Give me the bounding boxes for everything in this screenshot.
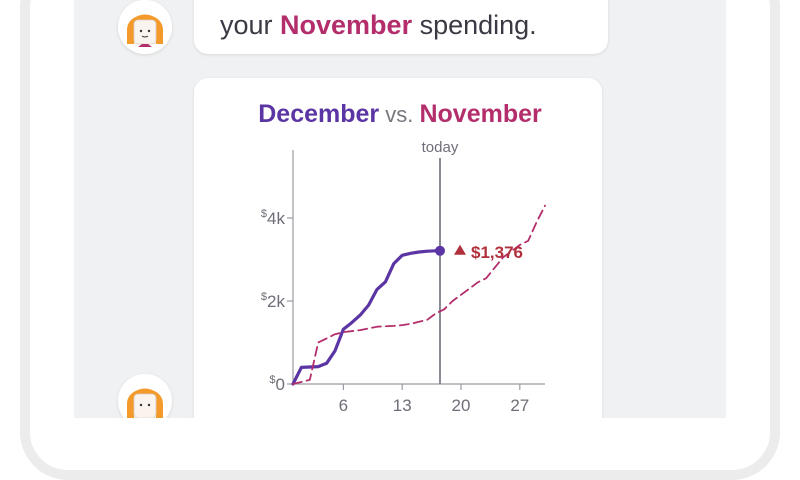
- delta-label: $1,376: [471, 243, 523, 262]
- chat-screen: your November spending.: [74, 0, 726, 418]
- chart-title: December vs. November: [0, 100, 800, 129]
- y-tick-label: $0: [269, 374, 285, 394]
- y-tick-value: 0: [276, 375, 285, 394]
- y-tick-value: 2k: [267, 292, 285, 311]
- message-text: your November spending.: [220, 10, 537, 41]
- november-series-line: [292, 204, 546, 385]
- assistant-face-icon: [118, 374, 172, 418]
- chart-title-separator: vs.: [379, 102, 420, 127]
- message-bubble: your November spending.: [194, 0, 608, 54]
- december-series-line: [291, 249, 442, 386]
- message-highlight: November: [280, 10, 413, 40]
- x-tick-label: 20: [452, 396, 471, 415]
- assistant-avatar: [118, 374, 172, 418]
- y-tick-currency: $: [269, 374, 275, 386]
- y-tick-currency: $: [261, 208, 267, 220]
- y-tick-currency: $: [261, 291, 267, 303]
- x-tick-label: 13: [393, 396, 412, 415]
- y-tick-label: $2k: [261, 291, 286, 311]
- chart-title-november: November: [419, 100, 542, 128]
- message-suffix: spending.: [412, 10, 537, 40]
- today-point: [435, 245, 445, 256]
- y-tick-value: 4k: [267, 209, 285, 228]
- assistant-avatar: [118, 0, 172, 54]
- chart-title-december: December: [258, 100, 380, 128]
- x-tick-label: 6: [339, 396, 348, 415]
- today-label: today: [422, 139, 459, 156]
- chart-card: [194, 78, 602, 418]
- x-tick-label: 27: [510, 396, 529, 415]
- message-prefix: your: [220, 10, 281, 40]
- delta-up-icon: [454, 244, 466, 255]
- assistant-face-icon: [118, 0, 172, 54]
- y-tick-label: $4k: [261, 208, 286, 228]
